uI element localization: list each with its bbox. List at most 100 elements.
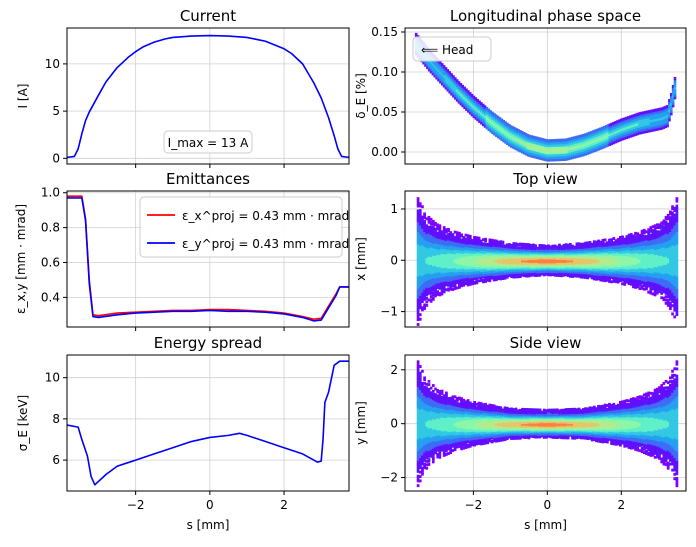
heatmap-cell xyxy=(476,103,479,107)
heatmap-cell xyxy=(472,98,476,102)
heatmap-cell xyxy=(457,83,461,87)
heatmap-cell xyxy=(425,274,429,278)
heatmap-cell xyxy=(466,281,470,285)
heatmap-cell xyxy=(418,247,422,251)
heatmap-cell xyxy=(621,120,625,124)
heatmap-cell xyxy=(508,243,511,246)
heatmap-cell xyxy=(418,297,422,301)
heatmap-cell xyxy=(507,143,511,147)
heatmap-cell xyxy=(440,82,444,86)
heatmap-cell xyxy=(671,96,675,101)
heatmap-cell xyxy=(656,112,660,117)
heatmap-cell xyxy=(449,285,453,289)
heatmap-cell xyxy=(527,274,531,278)
heatmap-cell xyxy=(556,146,560,150)
heatmap-cell xyxy=(565,155,569,159)
heatmap-cell xyxy=(448,80,452,84)
heatmap-cell xyxy=(660,107,664,111)
heatmap-cell xyxy=(528,146,532,150)
heatmap-cell xyxy=(474,102,478,106)
heatmap-cell xyxy=(543,138,546,142)
heatmap-cell xyxy=(425,272,429,276)
heatmap-cell xyxy=(496,125,500,129)
heatmap-cell xyxy=(505,243,509,247)
heatmap-cell xyxy=(423,273,426,277)
heatmap-cell xyxy=(614,137,617,142)
heatmap-cell xyxy=(481,122,485,127)
heatmap-cell xyxy=(550,148,554,152)
heatmap-cell xyxy=(542,272,546,276)
heatmap-cell xyxy=(509,127,513,131)
heatmap-cell xyxy=(668,106,671,110)
heatmap-cell xyxy=(461,92,465,96)
heatmap-cell xyxy=(475,277,479,281)
heatmap-cell xyxy=(601,133,604,138)
heatmap-cell xyxy=(418,283,422,287)
heatmap-cell xyxy=(565,145,569,149)
heatmap-cell xyxy=(421,267,424,271)
heatmap-cell xyxy=(545,155,548,160)
heatmap-cell xyxy=(671,84,675,89)
heatmap-cell xyxy=(468,234,472,238)
heatmap-cell xyxy=(427,278,431,282)
heatmap-cell xyxy=(642,128,645,132)
heatmap-cell xyxy=(480,102,483,106)
heatmap-cell xyxy=(418,270,422,274)
heatmap-cell xyxy=(589,135,593,140)
heatmap-cell xyxy=(493,129,496,134)
heatmap-cell xyxy=(669,109,673,113)
heatmap-cell xyxy=(595,138,599,142)
heatmap-cell xyxy=(565,143,569,147)
heatmap-cell xyxy=(463,101,466,105)
heatmap-cell xyxy=(615,137,619,141)
heatmap-cell xyxy=(416,288,420,292)
heatmap-cell xyxy=(431,279,435,283)
heatmap-cell xyxy=(453,236,457,239)
heatmap-cell xyxy=(651,123,654,127)
heatmap-cell xyxy=(568,242,572,246)
heatmap-cell xyxy=(541,142,545,147)
heatmap-cell xyxy=(506,122,509,126)
heatmap-cell xyxy=(582,145,586,150)
heatmap-cell xyxy=(437,63,440,68)
heatmap-cell xyxy=(416,209,420,213)
heatmap-cell xyxy=(542,244,546,248)
heatmap-cell xyxy=(656,124,660,129)
heatmap-cell xyxy=(450,82,453,86)
heatmap-cell xyxy=(615,139,619,143)
heatmap-cell xyxy=(431,231,435,235)
heatmap-cell xyxy=(431,248,435,252)
heatmap-cell xyxy=(629,115,632,119)
heatmap-cell xyxy=(658,114,662,119)
heatmap-cell xyxy=(468,236,472,240)
heatmap-cell xyxy=(593,141,597,145)
heatmap-cell xyxy=(521,143,524,147)
heatmap-cell xyxy=(416,199,420,203)
heatmap-cell xyxy=(421,258,424,262)
heatmap-cell xyxy=(608,125,612,130)
heatmap-cell xyxy=(494,124,498,128)
heatmap-cell xyxy=(602,128,606,132)
heatmap-cell xyxy=(416,197,420,201)
heatmap-cell xyxy=(445,228,448,232)
heatmap-cell xyxy=(647,110,651,114)
heatmap-cell xyxy=(629,120,632,124)
heatmap-cell xyxy=(480,104,483,108)
heatmap-cell xyxy=(586,139,589,143)
heatmap-cell xyxy=(573,150,576,154)
heatmap-cell xyxy=(511,135,515,140)
heatmap-cell xyxy=(485,118,489,123)
heatmap-cell xyxy=(429,298,433,302)
heatmap-cell xyxy=(588,143,591,147)
heatmap-cell xyxy=(421,227,424,231)
heatmap-cell xyxy=(668,111,671,115)
heatmap-cell xyxy=(539,156,543,161)
heatmap-cell xyxy=(500,125,504,129)
heatmap-cell xyxy=(636,132,640,136)
heatmap-cell xyxy=(448,71,452,75)
heatmap-cell xyxy=(610,139,614,143)
heatmap-cell xyxy=(563,157,567,161)
y-tick-label: 5 xyxy=(52,104,60,118)
heatmap-cell xyxy=(571,143,574,148)
